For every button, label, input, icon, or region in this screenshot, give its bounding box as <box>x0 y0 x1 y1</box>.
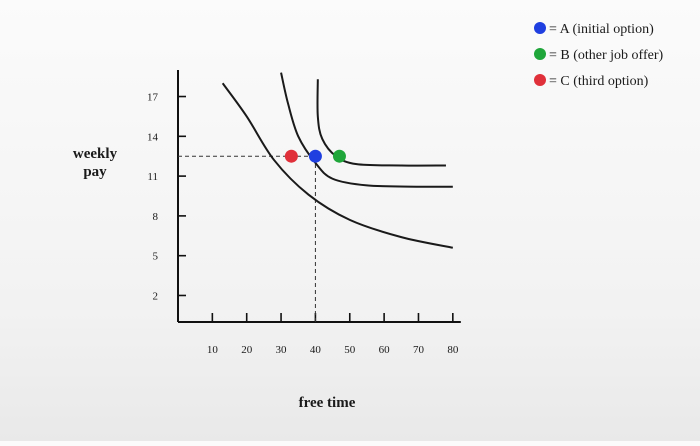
legend-marker-2 <box>534 48 546 60</box>
y-tick-label: 2 <box>153 290 159 302</box>
indifference-curve-2 <box>280 72 453 188</box>
x-tick-label: 30 <box>276 344 288 356</box>
x-tick-label: 70 <box>413 344 425 356</box>
y-tick-label: 5 <box>153 251 159 263</box>
point-a <box>308 149 322 163</box>
x-axis-title: free time <box>299 395 356 411</box>
y-axis-title-line-2: pay <box>83 164 107 180</box>
y-tick-label: 8 <box>153 211 159 223</box>
legend-label-2: = B (other job offer) <box>549 48 663 63</box>
y-tick-label: 11 <box>147 171 158 183</box>
x-tick-label: 40 <box>310 344 322 356</box>
legend-label-3: = C (third option) <box>549 74 649 89</box>
x-tick-label: 50 <box>344 344 356 356</box>
point-c <box>284 149 298 163</box>
point-b <box>332 149 346 163</box>
x-tick-label: 60 <box>379 344 391 356</box>
legend-label-1: = A (initial option) <box>549 22 654 37</box>
legend-marker-1 <box>534 22 546 34</box>
x-tick-label: 80 <box>447 344 459 356</box>
y-axis-title-line-1: weekly <box>73 146 118 162</box>
x-tick-label: 10 <box>207 344 219 356</box>
legend-marker-3 <box>534 74 546 86</box>
x-tick-label: 20 <box>241 344 253 356</box>
axes-group: 2 5 8 11 14 17 10 20 30 40 50 60 70 80 <box>147 70 461 356</box>
indifference-curve-1 <box>221 82 454 249</box>
y-tick-label: 17 <box>147 92 159 104</box>
y-tick-label: 14 <box>147 131 159 143</box>
legend: = A (initial option) = B (other job offer… <box>534 22 663 89</box>
